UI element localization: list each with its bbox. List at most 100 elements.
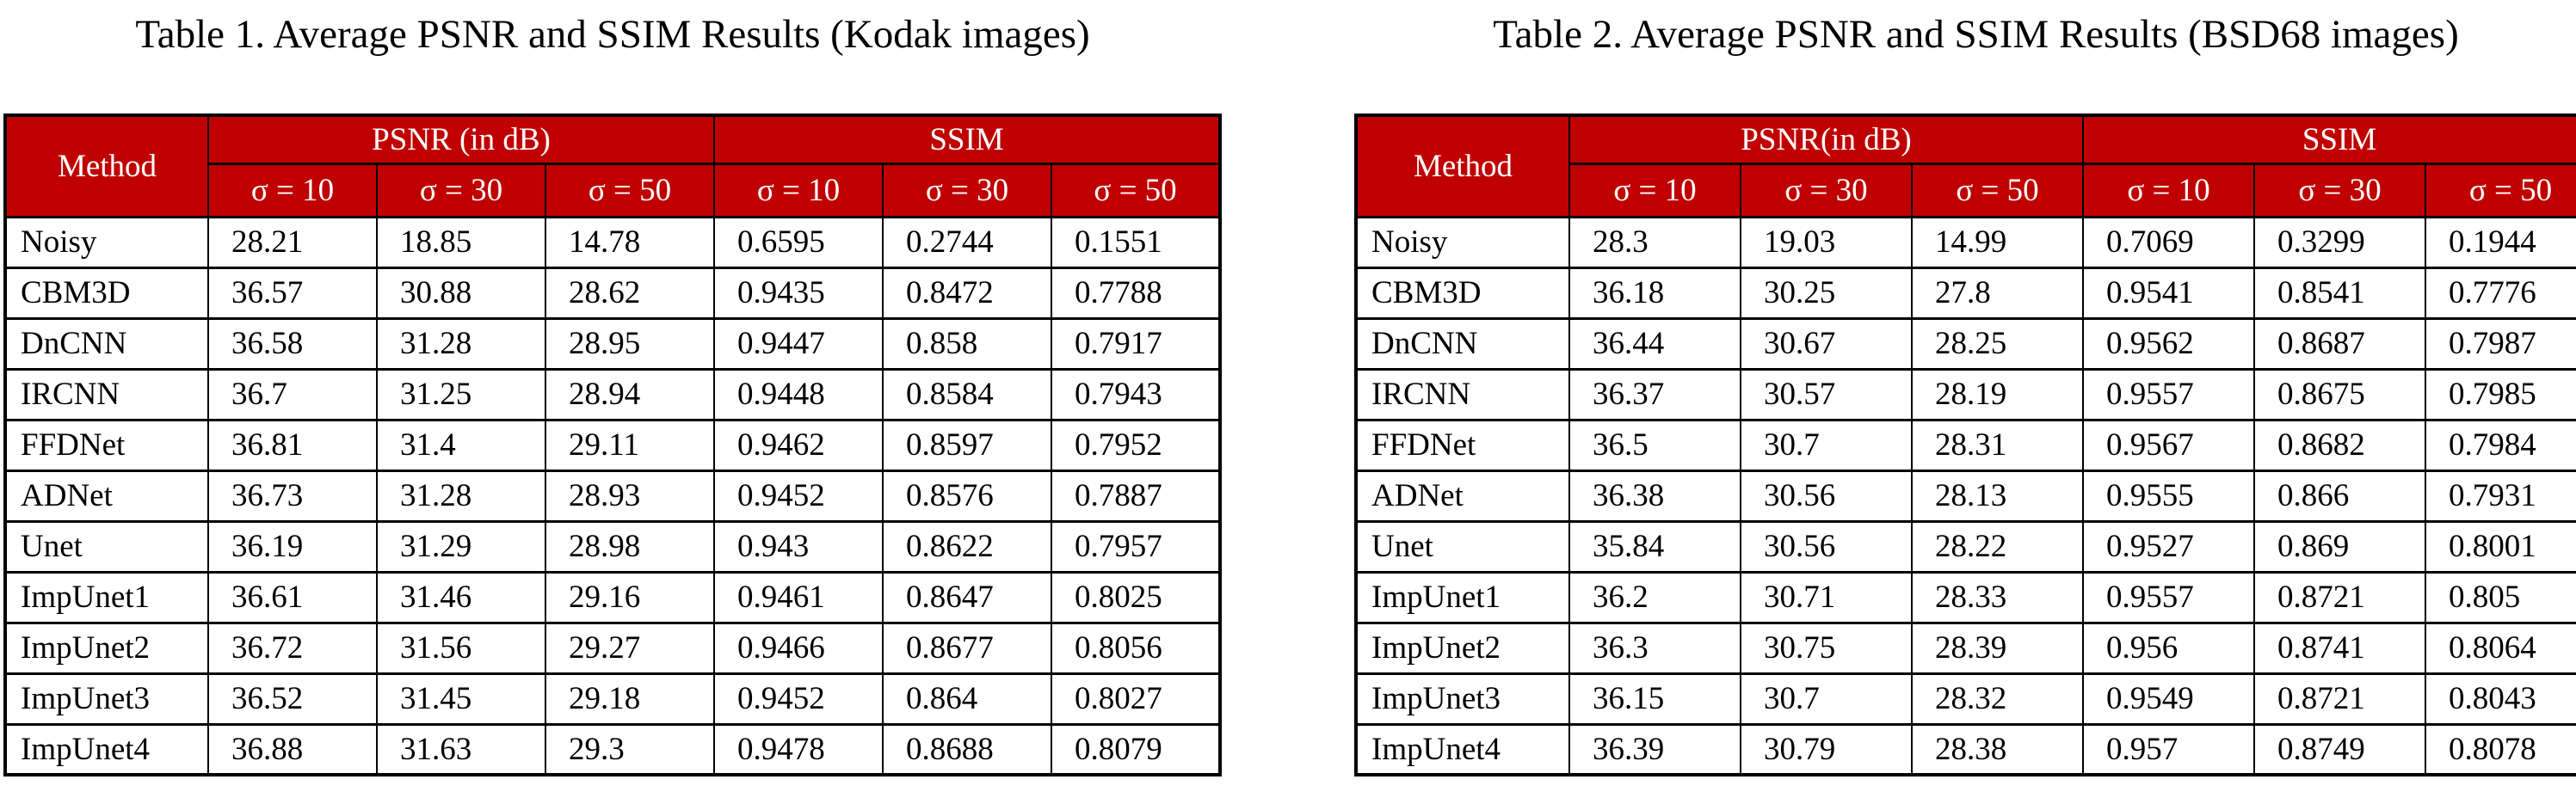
value-cell: 0.2744 [882, 215, 1053, 269]
value-cell: 30.7 [1740, 418, 1913, 472]
value-cell: 0.8472 [882, 266, 1053, 320]
method-cell: ImpUnet1 [4, 570, 209, 624]
table-row: ImpUnet4 36.88 31.63 29.3 0.9478 0.8688 0.8079 [4, 722, 1222, 776]
value-cell: 30.56 [1740, 519, 1913, 574]
value-cell: 36.73 [207, 469, 378, 523]
method-cell: Noisy [4, 215, 209, 269]
value-cell: 28.94 [544, 367, 716, 421]
value-cell: 36.52 [207, 672, 378, 726]
method-cell: Noisy [1355, 215, 1570, 269]
value-cell: 27.8 [1911, 266, 2084, 320]
value-cell: 28.98 [544, 519, 716, 574]
value-cell: 28.19 [1911, 367, 2084, 421]
value-cell: 18.85 [376, 215, 546, 269]
value-cell: 0.8078 [2424, 722, 2576, 776]
method-cell: IRCNN [1355, 367, 1570, 421]
table1-body: Noisy 28.21 18.85 14.78 0.6595 0.2744 0.1551 CB… [4, 215, 1222, 776]
value-cell: 30.75 [1740, 621, 1913, 675]
method-cell: DnCNN [4, 316, 209, 371]
value-cell: 28.62 [544, 266, 716, 320]
value-cell: 0.9435 [713, 266, 884, 320]
table1-method-header: Method [4, 114, 209, 218]
value-cell: 0.9541 [2082, 266, 2255, 320]
value-cell: 0.7943 [1051, 367, 1222, 421]
value-cell: 29.18 [544, 672, 716, 726]
value-cell: 29.3 [544, 722, 716, 776]
table2-sigma-header-row: σ = 10 σ = 30 σ = 50 σ = 10 σ = 30 σ = 50 [1356, 162, 2576, 218]
method-cell: ADNet [1355, 469, 1570, 523]
table2-header: Method PSNR(in dB) SSIM σ = 10 σ = 30 σ = … [1355, 114, 2576, 218]
value-cell: 0.9452 [713, 672, 884, 726]
value-cell: 28.93 [544, 469, 716, 523]
value-cell: 36.37 [1568, 367, 1741, 421]
method-cell: ImpUnet2 [1355, 621, 1570, 675]
value-cell: 0.8647 [882, 570, 1053, 624]
value-cell: 31.63 [376, 722, 546, 776]
value-cell: 36.2 [1568, 570, 1741, 624]
value-cell: 0.8688 [882, 722, 1053, 776]
method-cell: DnCNN [1355, 316, 1570, 371]
table-row: ADNet 36.38 30.56 28.13 0.9555 0.866 0.7931 [1355, 469, 2576, 523]
table-row: IRCNN 36.37 30.57 28.19 0.9557 0.8675 0.7985 [1355, 367, 2576, 421]
value-cell: 30.71 [1740, 570, 1913, 624]
value-cell: 0.8064 [2424, 621, 2576, 675]
value-cell: 0.805 [2424, 570, 2576, 624]
value-cell: 28.21 [207, 215, 378, 269]
value-cell: 0.7952 [1051, 418, 1222, 472]
value-cell: 31.4 [376, 418, 546, 472]
value-cell: 0.858 [882, 316, 1053, 371]
value-cell: 0.8721 [2253, 672, 2426, 726]
sigma-header: σ = 50 [1911, 162, 2084, 218]
sigma-header: σ = 30 [1740, 162, 1913, 218]
value-cell: 31.29 [376, 519, 546, 574]
table1-sigma-header-row: σ = 10 σ = 30 σ = 50 σ = 10 σ = 30 σ = 50 [5, 162, 1222, 218]
value-cell: 0.9448 [713, 367, 884, 421]
value-cell: 0.943 [713, 519, 884, 574]
value-cell: 30.67 [1740, 316, 1913, 371]
value-cell: 0.9549 [2082, 672, 2255, 726]
value-cell: 30.88 [376, 266, 546, 320]
value-cell: 0.8675 [2253, 367, 2426, 421]
value-cell: 30.79 [1740, 722, 1913, 776]
value-cell: 0.7887 [1051, 469, 1222, 523]
method-cell: ImpUnet4 [1355, 722, 1570, 776]
value-cell: 28.22 [1911, 519, 2084, 574]
sigma-header: σ = 30 [376, 162, 546, 218]
method-cell: ImpUnet2 [4, 621, 209, 675]
value-cell: 36.15 [1568, 672, 1741, 726]
value-cell: 31.46 [376, 570, 546, 624]
value-cell: 31.28 [376, 469, 546, 523]
value-cell: 31.56 [376, 621, 546, 675]
value-cell: 36.61 [207, 570, 378, 624]
table1-caption: Table 1. Average PSNR and SSIM Results (… [135, 12, 1090, 57]
value-cell: 35.84 [1568, 519, 1741, 574]
sigma-header: σ = 10 [1568, 162, 1741, 218]
value-cell: 0.9555 [2082, 469, 2255, 523]
value-cell: 0.3299 [2253, 215, 2426, 269]
table2-psnr-group-header: PSNR(in dB) [1568, 114, 2084, 165]
value-cell: 0.8001 [2424, 519, 2576, 574]
value-cell: 28.32 [1911, 672, 2084, 726]
value-cell: 30.57 [1740, 367, 1913, 421]
sigma-header: σ = 10 [713, 162, 884, 218]
sigma-header: σ = 50 [1051, 162, 1222, 218]
table-row: Noisy 28.3 19.03 14.99 0.7069 0.3299 0.1944 [1355, 215, 2576, 269]
value-cell: 28.3 [1568, 215, 1741, 269]
value-cell: 0.6595 [713, 215, 884, 269]
value-cell: 36.38 [1568, 469, 1741, 523]
table-row: ImpUnet2 36.3 30.75 28.39 0.956 0.8741 0.8064 [1355, 621, 2576, 675]
value-cell: 0.8079 [1051, 722, 1222, 776]
table2-method-header: Method [1355, 114, 1570, 218]
value-cell: 36.5 [1568, 418, 1741, 472]
method-cell: ImpUnet3 [4, 672, 209, 726]
sigma-header: σ = 50 [2424, 162, 2576, 218]
value-cell: 0.7931 [2424, 469, 2576, 523]
table-row: DnCNN 36.44 30.67 28.25 0.9562 0.8687 0.7987 [1355, 316, 2576, 371]
sigma-header: σ = 10 [2082, 162, 2255, 218]
table-row: DnCNN 36.58 31.28 28.95 0.9447 0.858 0.7917 [4, 316, 1222, 371]
method-cell: IRCNN [4, 367, 209, 421]
value-cell: 36.88 [207, 722, 378, 776]
value-cell: 0.9567 [2082, 418, 2255, 472]
value-cell: 14.99 [1911, 215, 2084, 269]
table-row: Unet 35.84 30.56 28.22 0.9527 0.869 0.8001 [1355, 519, 2576, 574]
